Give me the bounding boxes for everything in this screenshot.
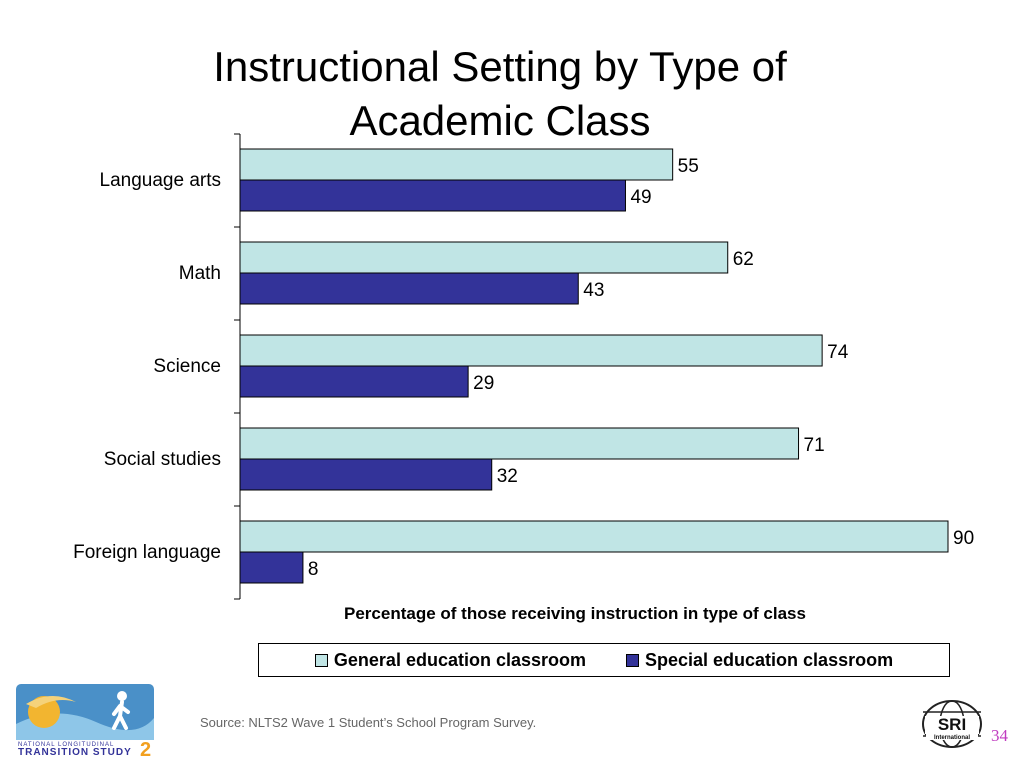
data-label: 71 — [804, 435, 825, 456]
svg-text:NATIONAL LONGITUDINAL: NATIONAL LONGITUDINAL — [18, 742, 114, 748]
source-note: Source: NLTS2 Wave 1 Student’s School Pr… — [200, 715, 537, 730]
legend-item-general: General education classroom — [314, 649, 586, 671]
category-label: Math — [179, 263, 221, 284]
chart-title-line2: Academic Class — [349, 97, 651, 144]
bar-special — [239, 551, 304, 584]
data-label: 90 — [953, 528, 974, 549]
legend-swatch-general — [314, 653, 328, 667]
data-label: 74 — [827, 342, 849, 363]
category-label: Language arts — [100, 170, 222, 191]
chart-title: Instructional Setting by Type of Academi… — [100, 40, 900, 148]
data-label: 29 — [473, 373, 494, 394]
svg-text:2: 2 — [140, 739, 151, 756]
data-label: 8 — [308, 559, 319, 580]
bar-special — [239, 458, 493, 491]
bar-general — [239, 148, 674, 181]
svg-text:SRI: SRI — [938, 715, 966, 734]
svg-text:International: International — [934, 735, 970, 741]
bar-general — [239, 241, 729, 274]
data-label: 62 — [733, 249, 754, 270]
bar-special — [239, 365, 469, 398]
legend-label-special: Special education classroom — [645, 649, 894, 670]
bar-general — [239, 334, 823, 367]
category-label: Social studies — [104, 449, 221, 470]
legend: General education classroom Special educ… — [258, 643, 950, 677]
page-number: 34 — [991, 726, 1008, 745]
chart-title-line1: Instructional Setting by Type of — [213, 43, 787, 90]
data-label: 43 — [583, 280, 604, 301]
bar-chart: Language arts 55 49 Math 62 43 Science 74 29 Soci… — [73, 133, 974, 600]
data-label: 49 — [630, 187, 651, 208]
legend-label-general: General education classroom — [333, 649, 586, 670]
legend-item-special: Special education classroom — [626, 650, 893, 671]
bar-special — [239, 179, 626, 212]
bar-general — [239, 520, 949, 553]
nlts2-logo: NATIONAL LONGITUDINAL TRANSITION STUDY 2 — [16, 684, 154, 756]
bar-general — [239, 427, 800, 460]
data-label: 55 — [678, 156, 699, 177]
category-label: Foreign language — [73, 542, 221, 563]
sri-logo: SRI International — [922, 700, 982, 748]
bar-special — [239, 272, 579, 305]
data-label: 32 — [497, 466, 518, 487]
svg-text:TRANSITION STUDY: TRANSITION STUDY — [18, 747, 132, 756]
legend-swatch-special — [626, 653, 639, 667]
x-axis-label: Percentage of those receiving instructio… — [344, 604, 806, 623]
category-label: Science — [153, 356, 221, 377]
